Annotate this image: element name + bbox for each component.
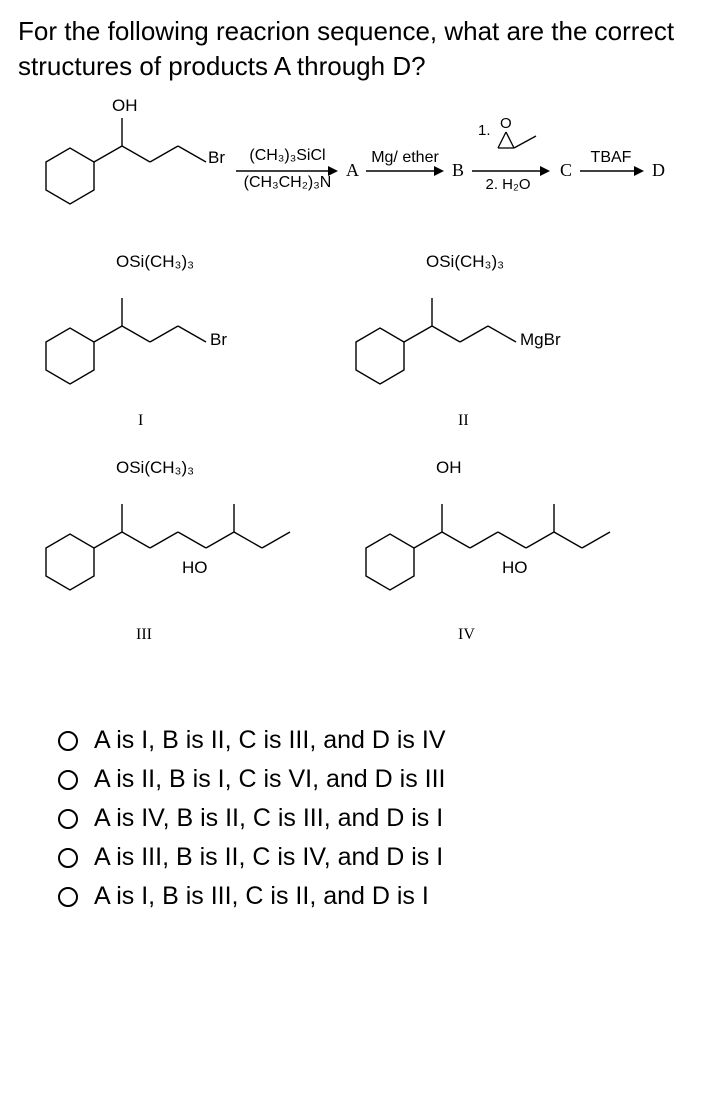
reaction-scheme: OH Br (CH₃)₃SiCl (CH₃CH₂)₃N A Mg/ ether … bbox=[18, 92, 688, 232]
s1-roman: I bbox=[138, 412, 143, 430]
s3-label: OSi(CH₃)₃ bbox=[116, 458, 194, 478]
option-3-text: A is IV, B is II, C is III, and D is I bbox=[94, 804, 443, 833]
r1-top: (CH₃)₃SiCl bbox=[240, 147, 335, 165]
option-4[interactable]: A is III, B is II, C is IV, and D is I bbox=[58, 843, 690, 872]
label-d: D bbox=[652, 160, 665, 181]
structure-1 bbox=[18, 272, 278, 412]
s2-label: OSi(CH₃)₃ bbox=[426, 252, 504, 272]
radio-icon bbox=[58, 848, 78, 868]
option-2-text: A is II, B is I, C is VI, and D is III bbox=[94, 765, 446, 794]
radio-icon bbox=[58, 731, 78, 751]
radio-icon bbox=[58, 770, 78, 790]
option-5[interactable]: A is I, B is III, C is II, and D is I bbox=[58, 882, 690, 911]
option-3[interactable]: A is IV, B is II, C is III, and D is I bbox=[58, 804, 690, 833]
option-1[interactable]: A is I, B is II, C is III, and D is IV bbox=[58, 726, 690, 755]
label-b: B bbox=[452, 160, 464, 181]
s1-label: OSi(CH₃)₃ bbox=[116, 252, 194, 272]
option-4-text: A is III, B is II, C is IV, and D is I bbox=[94, 843, 443, 872]
s3-roman: III bbox=[136, 626, 152, 644]
s2-roman: II bbox=[458, 412, 469, 430]
start-oh: OH bbox=[112, 96, 138, 116]
radio-icon bbox=[58, 809, 78, 829]
s2-mgbr: MgBr bbox=[520, 330, 561, 350]
s4-roman: IV bbox=[458, 626, 475, 644]
options-list: A is I, B is II, C is III, and D is IV A… bbox=[58, 726, 690, 911]
epoxide-icon: O bbox=[496, 114, 548, 154]
structure-3 bbox=[18, 478, 338, 628]
label-a: A bbox=[346, 160, 359, 181]
label-c: C bbox=[560, 160, 572, 181]
s4-ho: HO bbox=[502, 558, 528, 578]
question-text: For the following reacrion sequence, wha… bbox=[18, 14, 690, 84]
s4-label: OH bbox=[436, 458, 462, 478]
r3-bot: 2. H₂O bbox=[478, 176, 538, 193]
r1-bot: (CH₃CH₂)₃N bbox=[240, 174, 335, 192]
structures-grid: OSi(CH₃)₃ Br I OSi(CH₃)₃ MgBr II OSi bbox=[18, 238, 688, 668]
option-1-text: A is I, B is II, C is III, and D is IV bbox=[94, 726, 446, 755]
structure-4 bbox=[338, 478, 658, 628]
svg-text:O: O bbox=[500, 115, 512, 132]
s3-ho: HO bbox=[182, 558, 208, 578]
r3-1: 1. bbox=[478, 122, 491, 139]
start-br: Br bbox=[208, 148, 225, 168]
option-2[interactable]: A is II, B is I, C is VI, and D is III bbox=[58, 765, 690, 794]
arrow-2 bbox=[366, 164, 444, 178]
s1-br: Br bbox=[210, 330, 227, 350]
radio-icon bbox=[58, 887, 78, 907]
structure-2 bbox=[328, 272, 628, 412]
option-5-text: A is I, B is III, C is II, and D is I bbox=[94, 882, 429, 911]
arrow-4 bbox=[580, 164, 644, 178]
